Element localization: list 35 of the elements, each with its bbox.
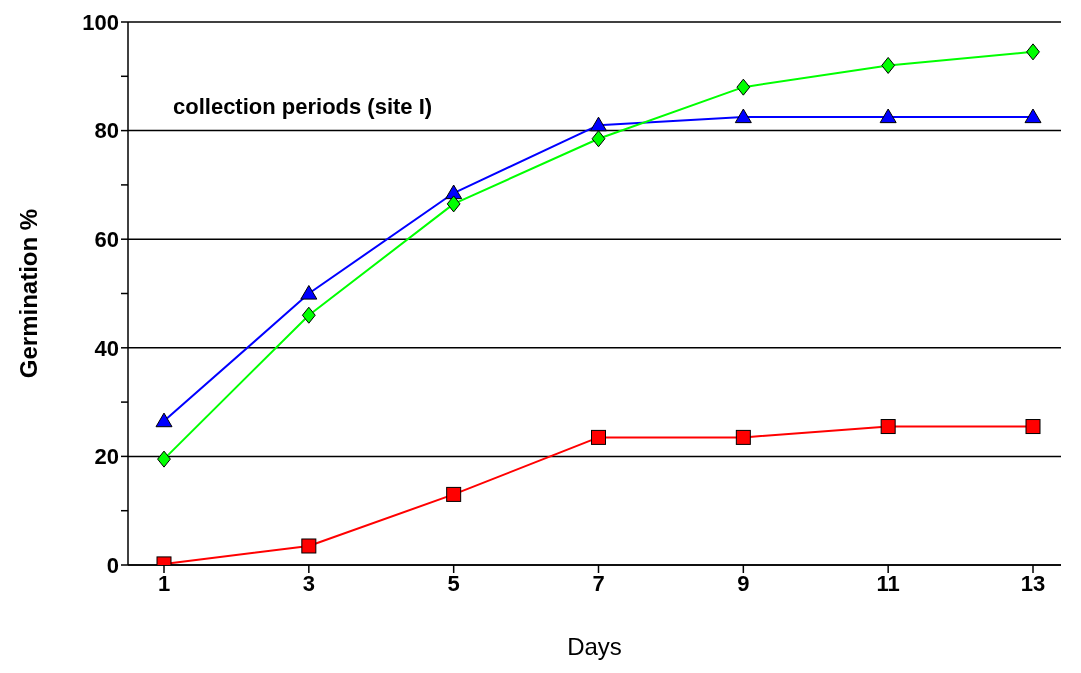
- y-tick-label: 0: [106, 552, 119, 578]
- x-tick-label: 9: [737, 570, 750, 596]
- point: [879, 108, 897, 124]
- y-tick-label: 40: [94, 335, 119, 361]
- point: [881, 56, 896, 74]
- point: [446, 195, 461, 213]
- x-tick-label: 5: [447, 570, 460, 596]
- x-axis-title: Days: [567, 633, 622, 660]
- point: [1024, 108, 1042, 124]
- y-tick-label: 100: [82, 9, 119, 35]
- point: [446, 486, 462, 502]
- point: [300, 285, 318, 300]
- point: [735, 429, 751, 445]
- point: [301, 306, 316, 324]
- x-tick-label: 3: [302, 570, 315, 596]
- y-tick-label: 80: [94, 118, 119, 144]
- x-tick-label: 13: [1020, 570, 1046, 596]
- point: [591, 429, 606, 445]
- x-tick-label: 7: [592, 570, 605, 596]
- point: [736, 78, 751, 96]
- point: [301, 538, 317, 554]
- point: [591, 130, 606, 148]
- point: [734, 108, 752, 124]
- point: [590, 116, 607, 132]
- y-axis-title: Germination %: [14, 208, 42, 379]
- annotation: collection periods (site I): [173, 94, 433, 120]
- y-tick-label: 20: [94, 444, 119, 470]
- x-tick-label: 1: [157, 570, 171, 596]
- point: [1026, 43, 1040, 61]
- point: [155, 412, 173, 428]
- x-tick-label: 11: [876, 570, 900, 596]
- point: [1025, 419, 1041, 435]
- point: [880, 419, 896, 435]
- y-tick-label: 60: [94, 227, 119, 253]
- point: [157, 450, 171, 468]
